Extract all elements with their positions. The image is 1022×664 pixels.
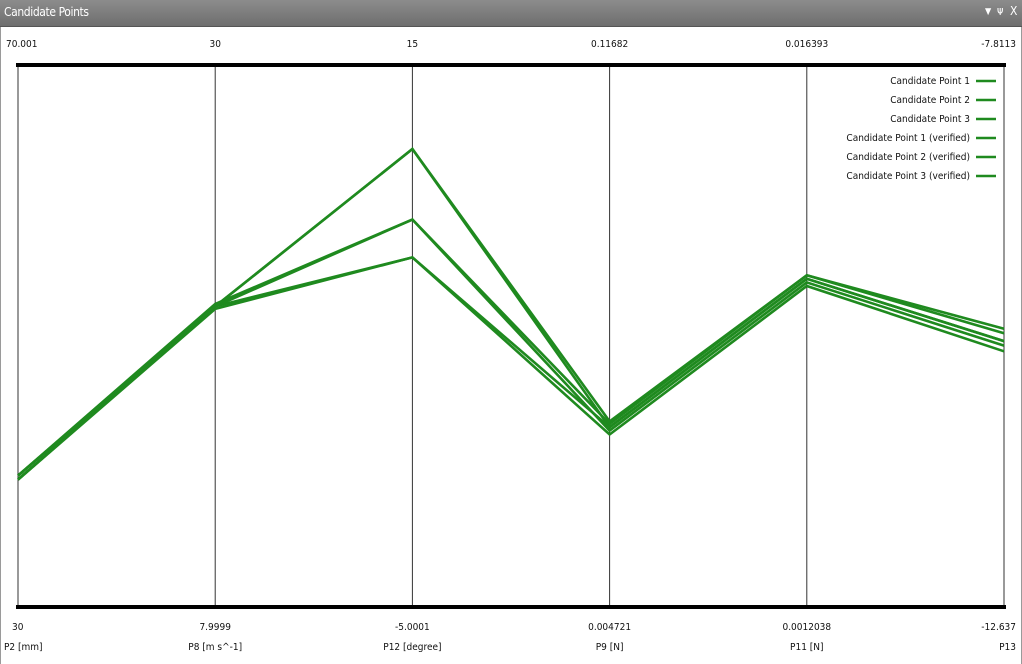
top-tick-label: 15 <box>407 39 418 50</box>
top-tick-label: 0.11682 <box>591 39 628 50</box>
bottom-tick-label: 7.9999 <box>199 622 231 633</box>
axis-name-label: P8 [m s^-1] <box>188 642 242 653</box>
bottom-tick-label: 0.0012038 <box>782 622 831 633</box>
legend-entry: Candidate Point 2 <box>890 95 970 106</box>
legend-entry: Candidate Point 3 (verified) <box>846 171 970 182</box>
close-icon[interactable]: X <box>1010 4 1018 18</box>
bottom-tick-label: 30 <box>12 622 24 633</box>
legend-entry: Candidate Point 1 <box>890 76 970 87</box>
bottom-tick-label: -5.0001 <box>395 622 430 633</box>
top-tick-label: 70.001 <box>6 39 37 50</box>
legend-entry: Candidate Point 1 (verified) <box>846 133 970 144</box>
axis-name-label: P12 [degree] <box>383 642 441 653</box>
series-line <box>17 255 1005 481</box>
axis-name-label: P9 [N] <box>596 642 624 653</box>
series-line <box>17 147 1005 481</box>
series-line <box>17 147 1005 477</box>
pin-icon[interactable]: ᴪ <box>997 4 1004 18</box>
legend-entry: Candidate Point 2 (verified) <box>846 152 970 163</box>
window-titlebar: Candidate Points ▼ ᴪ X <box>0 0 1022 27</box>
top-tick-label: -7.8113 <box>981 39 1016 50</box>
axis-name-label: P13 <box>999 642 1016 653</box>
window-title: Candidate Points <box>4 5 89 19</box>
bottom-tick-label: 0.004721 <box>588 622 631 633</box>
axis-name-label: P2 [mm] <box>4 642 43 653</box>
legend-entry: Candidate Point 3 <box>890 114 970 125</box>
bottom-tick-label: -12.637 <box>981 622 1016 633</box>
parallel-coordinates-chart: 70.001 30 P2 [mm] 30 7.9999 P8 [m s^-1] 15 -5.0… <box>4 39 1016 653</box>
top-tick-label: 0.016393 <box>785 39 828 50</box>
dropdown-arrow-icon[interactable]: ▼ <box>985 7 992 17</box>
top-tick-label: 30 <box>209 39 221 50</box>
axis-name-label: P11 [N] <box>790 642 823 653</box>
